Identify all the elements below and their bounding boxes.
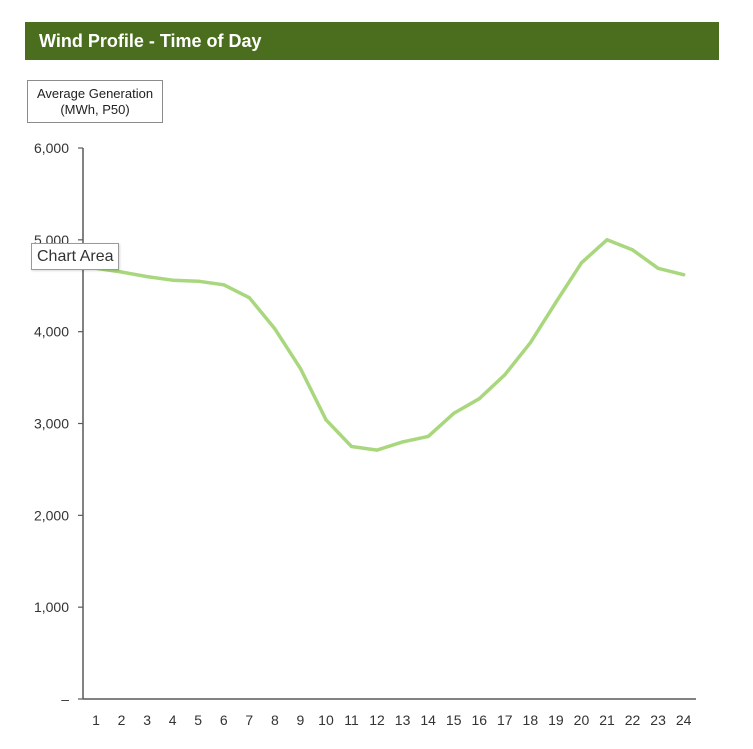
data-point xyxy=(349,444,354,449)
x-tick-label: 22 xyxy=(625,712,641,728)
x-tick-label: 18 xyxy=(523,712,539,728)
data-point xyxy=(605,238,609,242)
x-axis: 1 2 3 4 5 6 7 8 9 10 11 12 13 14 15 16 17 18 19 20 21 22 23 24 xyxy=(83,698,696,728)
y-tick-label: 2,000 xyxy=(34,507,69,523)
x-tick-label: 1 xyxy=(92,712,100,728)
data-point xyxy=(247,296,251,300)
x-tick-label: 17 xyxy=(497,712,513,728)
chart-title: Wind Profile - Time of Day xyxy=(39,30,262,51)
x-tick-label: 16 xyxy=(471,712,487,728)
data-point xyxy=(324,418,328,422)
x-tick-label: 12 xyxy=(369,712,385,728)
data-point xyxy=(145,274,149,279)
data-point xyxy=(401,440,405,444)
x-tick-label: 20 xyxy=(574,712,590,728)
x-tick-label: 23 xyxy=(650,712,666,728)
x-tick-label: 8 xyxy=(271,712,279,728)
x-tick-label: 3 xyxy=(143,712,151,728)
x-tick-label: 7 xyxy=(245,712,253,728)
x-tick-label: 13 xyxy=(395,712,411,728)
data-point xyxy=(630,248,635,252)
chart-title-bar: Wind Profile - Time of Day xyxy=(25,22,719,60)
x-tick-label: 11 xyxy=(344,712,359,728)
data-point xyxy=(477,397,481,401)
y-axis-label-line-2: (MWh, P50) xyxy=(60,101,130,117)
data-point xyxy=(503,373,507,377)
data-point xyxy=(656,266,660,270)
data-point xyxy=(196,279,200,283)
x-tick-label: 10 xyxy=(318,712,334,728)
data-point xyxy=(426,434,430,438)
x-tick-label: 24 xyxy=(676,712,692,728)
x-tick-label: 9 xyxy=(297,712,305,728)
x-tick-label: 6 xyxy=(220,712,228,728)
x-tick-label: 5 xyxy=(194,712,202,728)
data-point xyxy=(528,341,532,345)
series-line xyxy=(94,238,686,452)
y-tick-label: 4,000 xyxy=(34,324,69,340)
data-point xyxy=(375,448,379,452)
data-point xyxy=(119,270,124,274)
y-tick-label: 6,000 xyxy=(34,140,69,156)
data-point xyxy=(298,366,302,370)
x-tick-label: 15 xyxy=(446,712,462,728)
y-tick-label: 3,000 xyxy=(34,416,69,432)
data-point xyxy=(452,411,456,415)
tooltip-text: Chart Area xyxy=(37,247,114,265)
data-point xyxy=(273,327,277,331)
x-tick-label: 21 xyxy=(599,712,615,728)
data-point xyxy=(554,300,558,304)
data-point xyxy=(682,273,686,277)
y-axis-label-box: Average Generation (MWh, P50) xyxy=(27,80,163,123)
x-tick-label: 4 xyxy=(169,712,177,728)
data-point xyxy=(171,278,175,282)
x-tick-label: 2 xyxy=(118,712,126,728)
y-tick-label: – xyxy=(61,691,69,707)
data-point xyxy=(222,283,226,287)
y-tick-label: 1,000 xyxy=(34,599,69,615)
data-point xyxy=(579,261,584,265)
x-tick-label: 14 xyxy=(420,712,436,728)
series-group xyxy=(94,238,686,452)
x-tick-label: 19 xyxy=(548,712,564,728)
y-axis-label-line-1: Average Generation xyxy=(36,85,154,101)
chart-area-tooltip: Chart Area xyxy=(31,243,120,270)
